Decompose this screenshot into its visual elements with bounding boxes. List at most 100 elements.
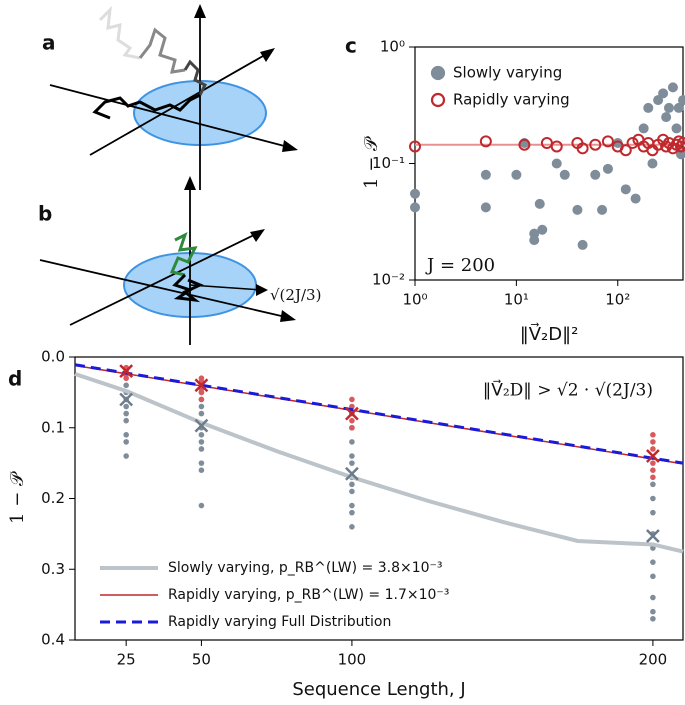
x-tick-label: 200 <box>639 651 668 669</box>
panel-label: d <box>8 367 22 391</box>
panel-label: c <box>345 34 357 58</box>
x-tick-label: 10² <box>605 291 630 309</box>
point <box>650 474 656 481</box>
point <box>647 158 658 169</box>
mean-marker <box>119 364 134 379</box>
point <box>597 204 608 215</box>
point <box>198 446 205 452</box>
point <box>650 446 656 452</box>
diagram-a: a <box>42 4 298 190</box>
point <box>650 573 656 580</box>
legend-label: Rapidly varying <box>453 91 570 109</box>
point <box>650 467 656 474</box>
mean-marker <box>119 392 134 407</box>
point <box>198 467 205 474</box>
y-tick-label: 0.1 <box>41 418 65 436</box>
point <box>650 432 656 438</box>
x-axis-label: ‖V⃗₂D‖² <box>520 323 579 345</box>
mean-marker <box>345 406 359 421</box>
point <box>534 198 545 209</box>
point <box>123 432 129 438</box>
series-line <box>74 363 684 465</box>
point <box>198 410 205 417</box>
annotation: ‖V⃗₂D‖ > √2 · √(2J/3) <box>483 379 653 400</box>
x-tick-label: 50 <box>192 651 211 669</box>
point <box>650 615 656 622</box>
point <box>410 188 420 199</box>
point <box>572 204 583 215</box>
point <box>643 102 654 113</box>
point <box>349 417 355 424</box>
series-line <box>74 372 684 554</box>
y-tick-label: 10⁻¹ <box>372 154 405 172</box>
mean-marker <box>646 529 660 543</box>
point <box>667 82 678 93</box>
panel-label: a <box>42 31 56 55</box>
point <box>198 439 205 445</box>
point <box>650 608 656 615</box>
x-tick-label: 10¹ <box>504 291 529 309</box>
y-axis-label: 1 − 𝒫 <box>7 471 28 524</box>
point <box>661 112 672 123</box>
point <box>480 202 491 213</box>
point <box>349 502 355 509</box>
x-tick-label: 100 <box>338 651 367 669</box>
point <box>349 460 355 466</box>
y-tick-label: 10⁻² <box>372 271 405 289</box>
point <box>349 439 355 445</box>
y-tick-label: 0.2 <box>41 489 65 507</box>
point <box>590 169 601 180</box>
point <box>678 95 685 106</box>
point <box>619 144 632 157</box>
point <box>123 410 129 417</box>
point <box>349 524 355 530</box>
y-tick-label: 0.4 <box>41 631 65 649</box>
annotation: √(2J/3) <box>270 286 321 304</box>
point <box>650 509 656 516</box>
point <box>537 224 548 235</box>
point <box>650 594 656 601</box>
point <box>673 102 684 113</box>
point <box>511 169 522 180</box>
mean-marker <box>345 466 359 481</box>
mean-marker <box>646 449 660 463</box>
point <box>123 375 129 382</box>
point <box>349 424 355 431</box>
x-tick-label: 25 <box>117 651 136 669</box>
point <box>123 417 129 424</box>
point <box>123 439 129 445</box>
point <box>480 169 491 180</box>
point <box>349 481 355 488</box>
point <box>602 163 613 174</box>
point <box>198 432 205 438</box>
point <box>349 453 355 459</box>
legend-label: Rapidly varying Full Distribution <box>168 614 391 630</box>
point <box>559 169 570 180</box>
point <box>529 235 540 246</box>
point <box>479 135 492 148</box>
plot-frame <box>414 46 684 281</box>
mean-marker <box>194 418 209 433</box>
point <box>658 88 669 99</box>
x-tick-label: 10⁰ <box>402 291 427 309</box>
point <box>620 184 631 195</box>
point <box>666 142 679 155</box>
diagram-b: b √(2J/3) <box>38 176 321 345</box>
point <box>630 193 641 204</box>
mean-marker <box>194 378 209 393</box>
legend-label: Slowly varying <box>453 64 562 82</box>
legend-marker <box>430 92 446 108</box>
point <box>677 136 685 149</box>
point <box>349 509 355 516</box>
x-axis-label: Sequence Length, J <box>292 679 465 700</box>
point <box>123 453 129 459</box>
point <box>518 138 531 151</box>
y-axis-label: 1 − 𝒫 <box>361 136 382 189</box>
point <box>663 102 674 113</box>
point <box>123 382 129 389</box>
point <box>349 488 355 495</box>
point <box>657 133 670 146</box>
point <box>671 123 682 134</box>
point <box>626 136 639 149</box>
